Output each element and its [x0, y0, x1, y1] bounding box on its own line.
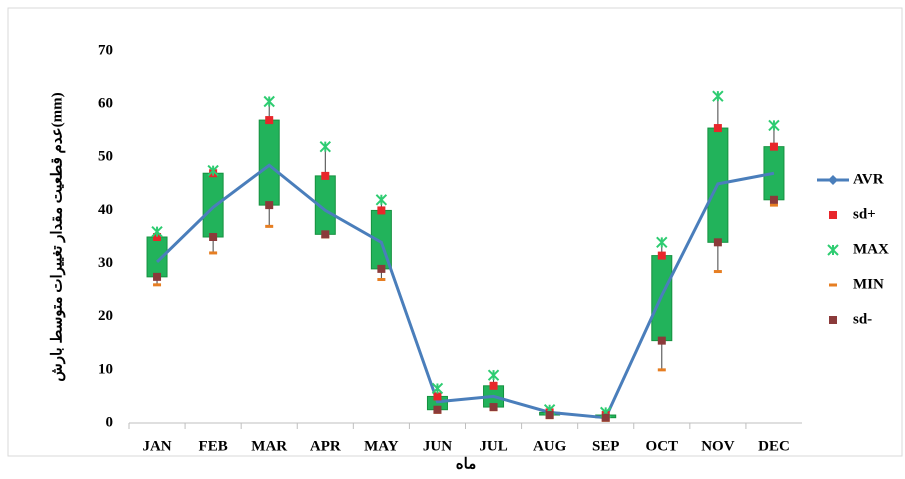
y-axis-label: عدم قطعیت مقدار تغییرات متوسط بارش(mm) — [49, 92, 65, 381]
point — [209, 251, 217, 254]
point — [770, 143, 778, 151]
legend-label: sd+ — [853, 206, 876, 222]
chart: ماه عدم قطعیت مقدار تغییرات متوسط بارش(m… — [0, 0, 905, 479]
legend-marker — [829, 284, 837, 287]
point — [377, 206, 385, 214]
y-tick-label: 0 — [106, 414, 114, 430]
point — [658, 252, 666, 260]
point — [546, 411, 554, 419]
point — [209, 233, 217, 241]
point — [490, 403, 498, 411]
point — [321, 230, 329, 238]
point — [770, 196, 778, 204]
point — [714, 124, 722, 132]
point — [265, 201, 273, 209]
y-tick-label: 10 — [98, 361, 113, 377]
point — [770, 204, 778, 207]
x-tick-label: AUG — [533, 438, 567, 454]
legend-label: MAX — [853, 241, 889, 257]
point — [433, 406, 441, 414]
chart-frame — [8, 8, 902, 456]
x-tick-label: MAY — [364, 438, 399, 454]
point — [490, 382, 498, 390]
x-tick-label: APR — [310, 438, 341, 454]
x-tick-label: DEC — [758, 438, 790, 454]
point — [377, 265, 385, 273]
y-tick-label: 70 — [98, 42, 113, 58]
point — [602, 414, 610, 422]
x-tick-label: NOV — [701, 438, 735, 454]
y-tick-label: 20 — [98, 308, 113, 324]
x-tick-label: OCT — [646, 438, 679, 454]
point — [321, 172, 329, 180]
point — [714, 270, 722, 273]
x-tick-label: JUN — [423, 438, 452, 454]
legend-label: sd- — [853, 311, 872, 327]
x-axis-label: ماه — [456, 456, 476, 472]
y-tick-label: 60 — [98, 96, 113, 112]
box — [203, 173, 223, 237]
legend-label: MIN — [853, 276, 884, 292]
legend-marker — [829, 316, 837, 324]
point — [153, 283, 161, 286]
y-tick-label: 50 — [98, 149, 113, 165]
x-tick-label: MAR — [251, 438, 287, 454]
x-tick-label: JUL — [479, 438, 507, 454]
point — [658, 368, 666, 371]
x-tick-label: SEP — [592, 438, 620, 454]
y-tick-label: 40 — [98, 202, 113, 218]
point — [714, 238, 722, 246]
y-tick-label: 30 — [98, 255, 113, 271]
box — [259, 120, 279, 205]
point — [153, 273, 161, 281]
point — [658, 337, 666, 345]
point — [265, 116, 273, 124]
x-tick-label: FEB — [199, 438, 228, 454]
x-tick-label: JAN — [142, 438, 171, 454]
legend-label: AVR — [853, 171, 884, 187]
legend-marker — [829, 211, 837, 219]
point — [265, 225, 273, 228]
point — [433, 392, 441, 400]
point — [377, 278, 385, 281]
